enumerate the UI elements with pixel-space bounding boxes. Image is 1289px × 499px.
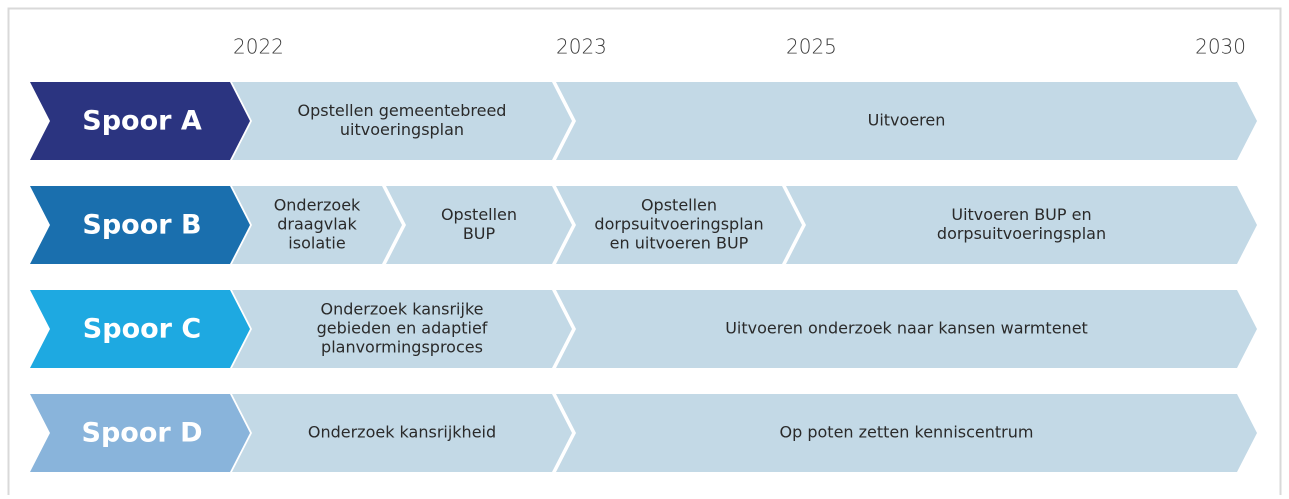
phase-chevron xyxy=(232,290,572,368)
phase-text: Onderzoek kansrijke xyxy=(321,300,484,319)
year-label: 2025 xyxy=(786,35,837,59)
phase-text: Uitvoeren onderzoek naar kansen warmtene… xyxy=(725,319,1088,338)
phase-chevron xyxy=(386,186,572,264)
phase-text: Uitvoeren BUP en xyxy=(951,205,1091,224)
phase-chevron xyxy=(786,186,1257,264)
phase-text: draagvlak xyxy=(277,215,357,234)
phase-chevron xyxy=(556,186,802,264)
track-label: Spoor B xyxy=(82,210,201,241)
phase-text: dorpsuitvoeringsplan xyxy=(594,215,763,234)
year-label: 2030 xyxy=(1195,35,1246,59)
track-label: Spoor C xyxy=(83,314,201,345)
phase-text: Opstellen xyxy=(641,196,717,215)
frame xyxy=(7,7,1282,499)
track-label: Spoor A xyxy=(82,106,202,137)
phase-text: Op poten zetten kenniscentrum xyxy=(780,423,1034,442)
track-chevron xyxy=(30,82,250,160)
phase-chevron xyxy=(556,394,1257,472)
phase-text: Onderzoek kansrijkheid xyxy=(308,423,496,442)
track-chevron xyxy=(30,290,250,368)
phase-text: planvormingsproces xyxy=(321,338,483,357)
phase-chevron xyxy=(556,82,1257,160)
phase-text: Onderzoek xyxy=(274,196,361,215)
phase-chevron xyxy=(556,290,1257,368)
phase-chevron xyxy=(232,82,572,160)
year-label: 2022 xyxy=(233,35,284,59)
track-chevron xyxy=(30,394,250,472)
phase-chevron xyxy=(232,394,572,472)
phase-text: gebieden en adaptief xyxy=(317,319,488,338)
phase-text: Opstellen xyxy=(441,205,517,224)
phase-text: isolatie xyxy=(288,234,345,253)
phase-chevron xyxy=(232,186,402,264)
year-label: 2023 xyxy=(556,35,607,59)
track-chevron xyxy=(30,186,250,264)
phase-text: Uitvoeren xyxy=(868,111,946,130)
phase-text: en uitvoeren BUP xyxy=(610,234,749,253)
phase-text: uitvoeringsplan xyxy=(340,120,464,139)
track-label: Spoor D xyxy=(82,418,203,449)
phase-text: dorpsuitvoeringsplan xyxy=(937,224,1106,243)
phase-text: Opstellen gemeentebreed xyxy=(298,101,507,120)
phase-text: BUP xyxy=(463,224,496,243)
